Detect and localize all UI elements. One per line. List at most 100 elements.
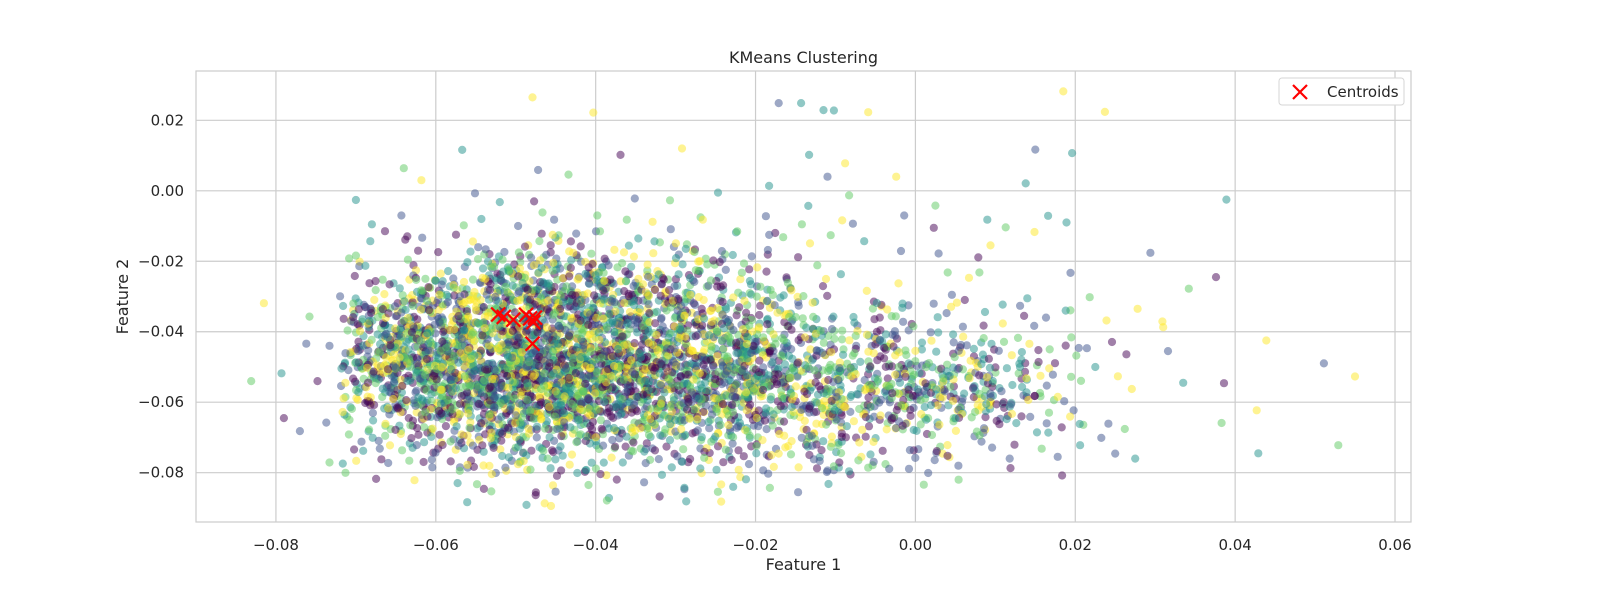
data-point bbox=[694, 394, 704, 403]
data-point bbox=[765, 181, 774, 190]
data-point bbox=[365, 425, 374, 434]
data-point bbox=[531, 488, 541, 497]
data-point bbox=[1032, 428, 1042, 437]
data-point bbox=[864, 347, 873, 356]
data-point bbox=[636, 308, 645, 317]
data-point bbox=[534, 268, 543, 277]
data-point bbox=[594, 328, 604, 337]
data-point bbox=[1022, 374, 1031, 383]
data-point bbox=[397, 388, 406, 397]
data-point bbox=[551, 455, 560, 464]
data-point bbox=[560, 392, 569, 401]
x-axis-ticks: −0.08 −0.06 −0.04 −0.02 0.00 0.02 0.04 0.06 bbox=[253, 536, 1412, 554]
data-point bbox=[869, 437, 878, 446]
data-point bbox=[740, 296, 749, 305]
data-point bbox=[647, 362, 657, 372]
data-point bbox=[904, 359, 913, 368]
data-point bbox=[958, 322, 968, 331]
data-point bbox=[856, 357, 865, 366]
data-point bbox=[569, 354, 578, 363]
data-point bbox=[791, 382, 801, 391]
data-point bbox=[725, 334, 735, 343]
data-point bbox=[434, 354, 443, 363]
data-point bbox=[666, 402, 675, 411]
data-point bbox=[504, 383, 513, 392]
x-tick-label: 0.00 bbox=[899, 536, 932, 554]
data-point bbox=[584, 320, 593, 329]
data-point bbox=[1008, 380, 1017, 390]
data-point bbox=[574, 274, 583, 283]
data-point bbox=[1100, 107, 1109, 116]
data-point bbox=[661, 425, 670, 434]
data-point bbox=[700, 345, 709, 354]
data-point bbox=[812, 346, 821, 355]
data-point bbox=[673, 452, 682, 461]
data-point bbox=[885, 464, 894, 473]
data-point bbox=[567, 450, 577, 459]
data-point bbox=[638, 340, 647, 349]
data-point bbox=[600, 397, 609, 406]
data-point bbox=[466, 247, 475, 256]
data-point bbox=[371, 379, 380, 388]
data-point bbox=[592, 355, 601, 364]
data-point bbox=[468, 237, 477, 246]
data-point bbox=[600, 276, 609, 285]
data-point bbox=[397, 211, 406, 220]
data-point bbox=[351, 377, 360, 386]
data-point bbox=[922, 415, 931, 424]
data-point bbox=[1072, 351, 1081, 360]
data-point bbox=[861, 413, 871, 422]
data-point bbox=[719, 324, 729, 333]
data-point bbox=[681, 430, 690, 439]
data-point bbox=[444, 267, 453, 276]
data-point bbox=[325, 341, 334, 350]
data-point bbox=[641, 459, 650, 468]
data-point bbox=[644, 338, 653, 347]
data-point bbox=[418, 233, 427, 242]
data-point bbox=[1131, 454, 1140, 463]
data-point bbox=[650, 285, 660, 295]
data-point bbox=[805, 239, 815, 248]
data-point bbox=[744, 460, 754, 469]
data-point bbox=[543, 388, 553, 397]
data-point bbox=[929, 223, 938, 232]
data-point bbox=[454, 441, 463, 450]
data-point bbox=[774, 364, 783, 373]
data-point bbox=[339, 394, 348, 403]
data-point bbox=[597, 424, 606, 433]
data-point bbox=[1222, 195, 1231, 204]
data-point bbox=[943, 441, 952, 450]
data-point bbox=[516, 418, 525, 427]
data-point bbox=[345, 254, 354, 263]
data-point bbox=[467, 351, 476, 360]
data-point bbox=[436, 346, 445, 355]
data-point bbox=[767, 451, 776, 460]
data-point bbox=[894, 362, 903, 372]
data-point bbox=[800, 387, 809, 396]
data-point bbox=[714, 367, 723, 377]
data-point bbox=[749, 387, 758, 396]
data-point bbox=[616, 150, 625, 159]
data-point bbox=[665, 436, 675, 445]
data-point bbox=[394, 404, 403, 413]
data-point bbox=[643, 396, 652, 405]
data-point bbox=[678, 457, 687, 466]
data-point bbox=[835, 364, 844, 373]
data-point bbox=[447, 365, 456, 374]
data-point bbox=[942, 309, 951, 318]
data-point bbox=[478, 441, 487, 450]
data-point bbox=[932, 385, 941, 394]
data-point bbox=[420, 438, 429, 447]
data-point bbox=[784, 351, 794, 360]
data-point bbox=[391, 312, 400, 321]
data-point bbox=[588, 417, 598, 427]
data-point bbox=[619, 341, 629, 350]
data-point bbox=[481, 274, 490, 283]
data-point bbox=[657, 470, 667, 479]
data-point bbox=[404, 345, 413, 354]
data-point bbox=[463, 460, 472, 469]
data-point bbox=[930, 456, 939, 465]
data-point bbox=[434, 248, 443, 257]
data-point bbox=[712, 404, 722, 414]
data-point bbox=[612, 402, 621, 412]
